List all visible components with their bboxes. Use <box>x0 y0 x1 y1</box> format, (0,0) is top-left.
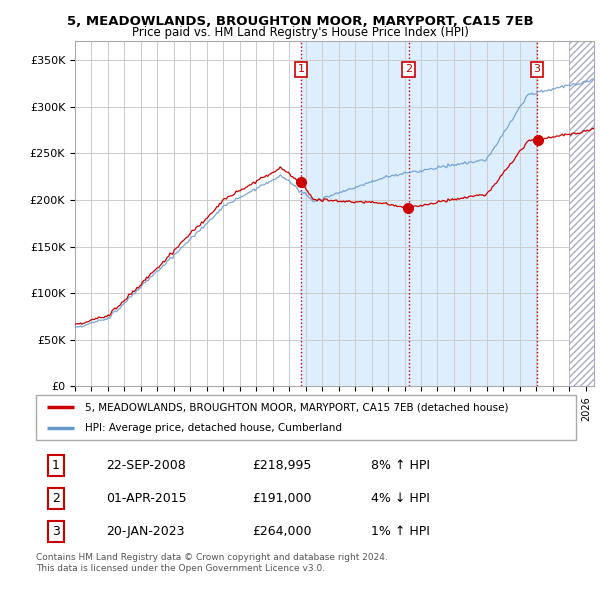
Text: 1: 1 <box>52 459 60 472</box>
Bar <box>569 41 600 386</box>
Text: 3: 3 <box>52 525 60 538</box>
Text: 3: 3 <box>533 64 541 74</box>
Text: 2: 2 <box>52 492 60 505</box>
Text: 01-APR-2015: 01-APR-2015 <box>106 492 187 505</box>
Text: £191,000: £191,000 <box>252 492 311 505</box>
Text: £218,995: £218,995 <box>252 459 311 472</box>
Bar <box>301 41 537 386</box>
Text: 1% ↑ HPI: 1% ↑ HPI <box>371 525 430 538</box>
Text: 20-JAN-2023: 20-JAN-2023 <box>106 525 185 538</box>
Text: Contains HM Land Registry data © Crown copyright and database right 2024.
This d: Contains HM Land Registry data © Crown c… <box>36 553 388 573</box>
Text: £264,000: £264,000 <box>252 525 311 538</box>
Text: Price paid vs. HM Land Registry's House Price Index (HPI): Price paid vs. HM Land Registry's House … <box>131 26 469 39</box>
Text: 5, MEADOWLANDS, BROUGHTON MOOR, MARYPORT, CA15 7EB: 5, MEADOWLANDS, BROUGHTON MOOR, MARYPORT… <box>67 15 533 28</box>
Text: 2: 2 <box>405 64 412 74</box>
Text: 8% ↑ HPI: 8% ↑ HPI <box>371 459 430 472</box>
Text: 1: 1 <box>298 64 305 74</box>
Text: 4% ↓ HPI: 4% ↓ HPI <box>371 492 430 505</box>
Text: 22-SEP-2008: 22-SEP-2008 <box>106 459 186 472</box>
Text: HPI: Average price, detached house, Cumberland: HPI: Average price, detached house, Cumb… <box>85 422 341 432</box>
Text: 5, MEADOWLANDS, BROUGHTON MOOR, MARYPORT, CA15 7EB (detached house): 5, MEADOWLANDS, BROUGHTON MOOR, MARYPORT… <box>85 402 508 412</box>
